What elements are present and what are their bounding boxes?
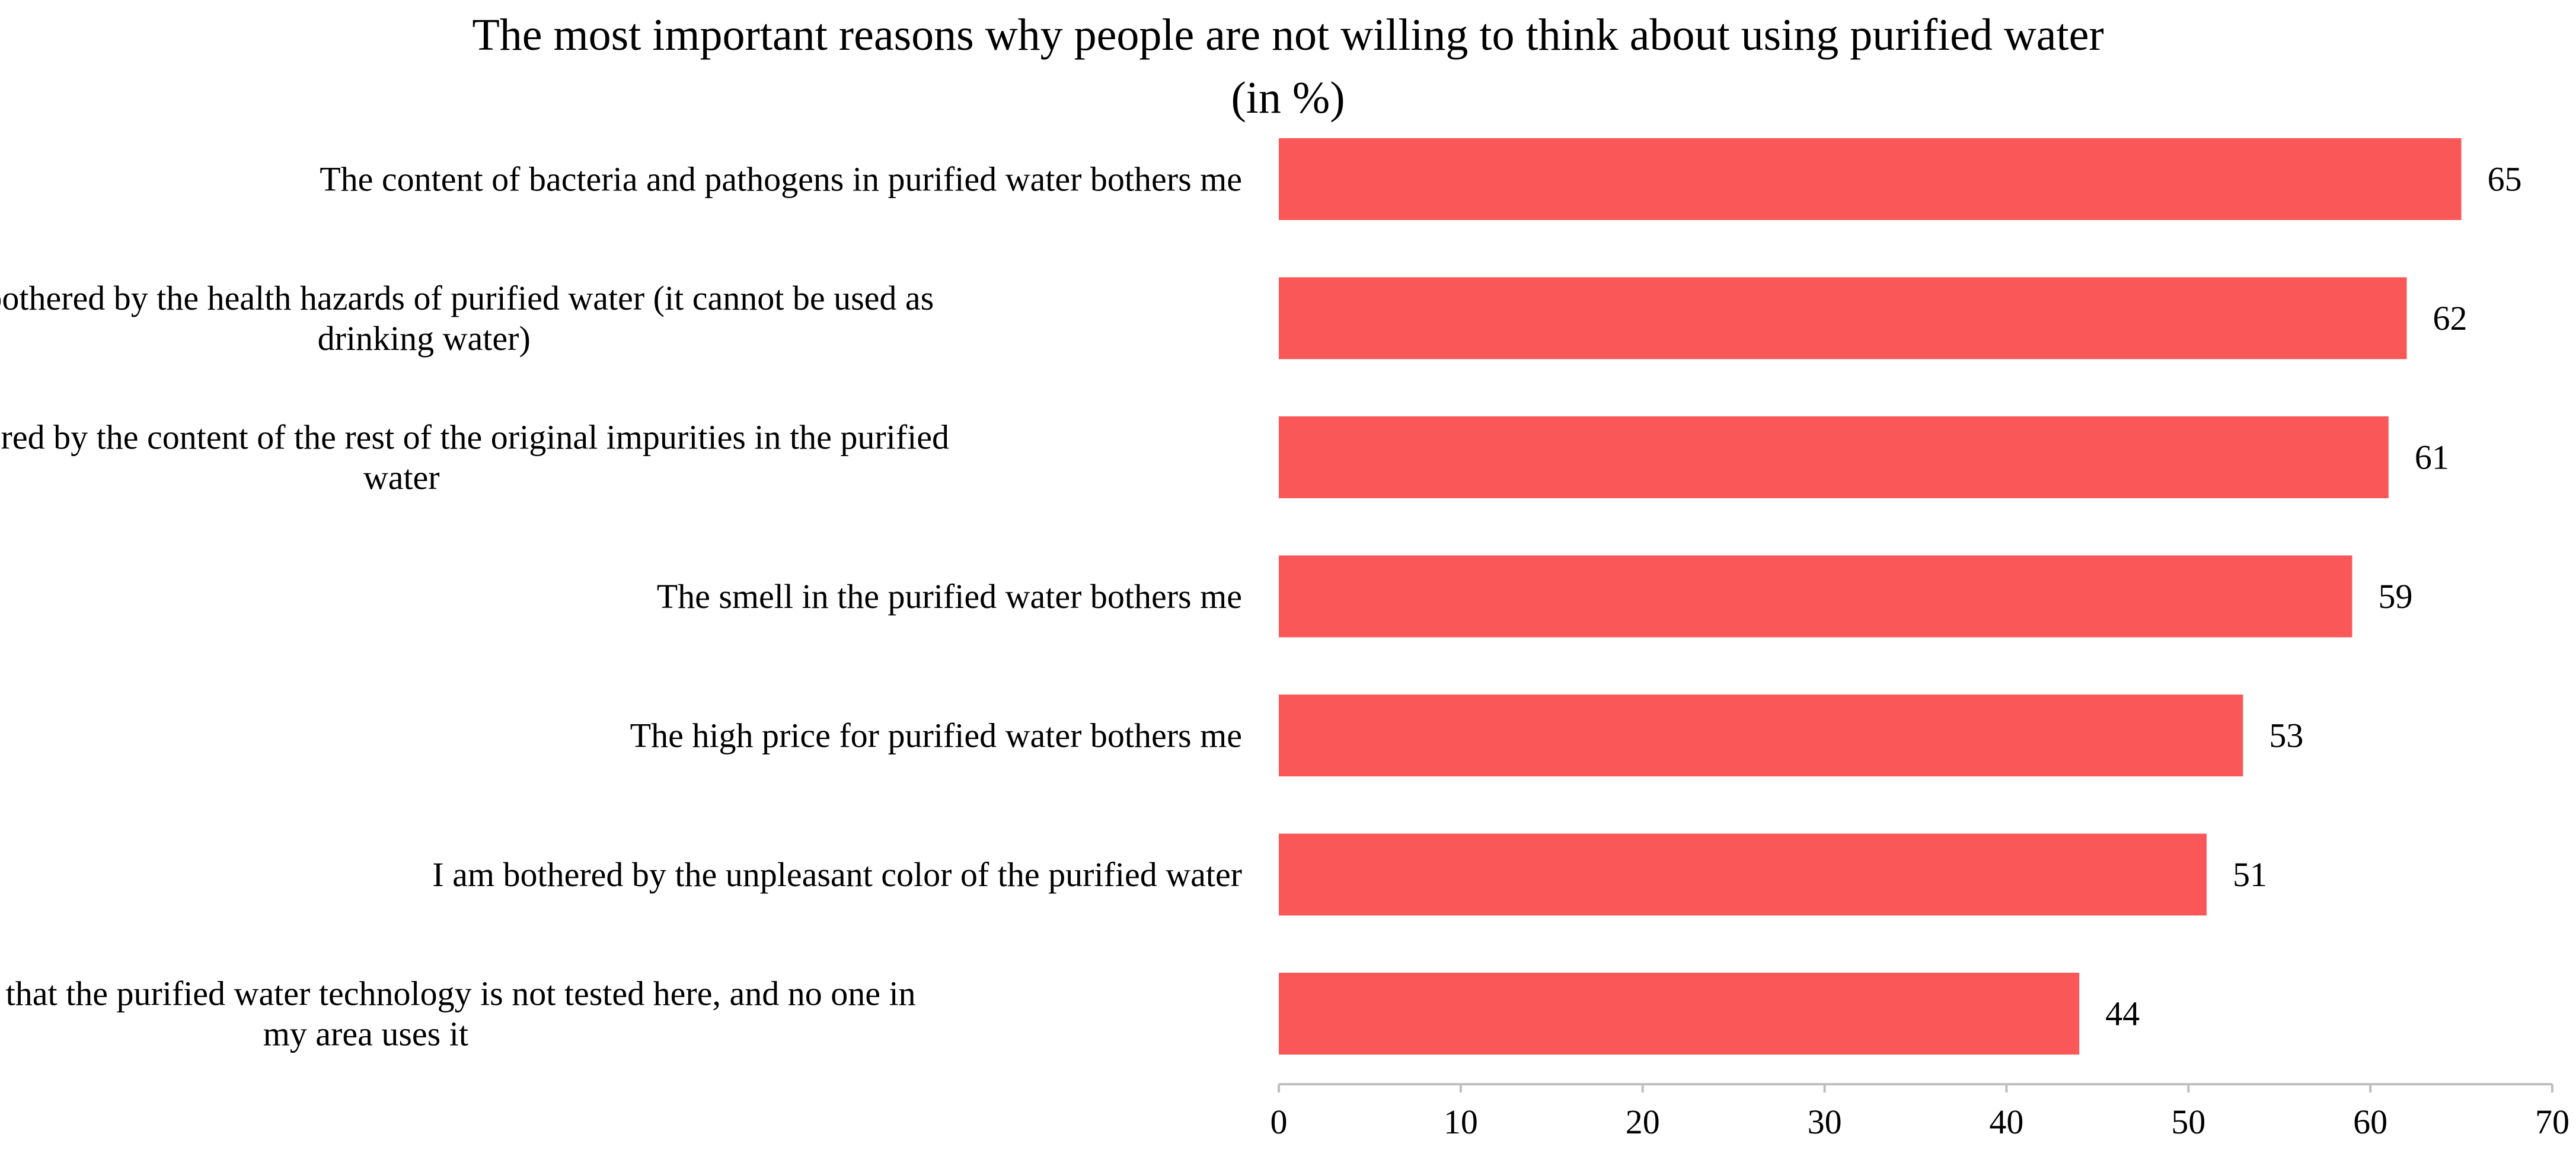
bar-6	[1279, 833, 2207, 916]
category-label-line: I am bothered by the unpleasant color of…	[432, 855, 1242, 894]
x-axis: 0 10 20 30 40 50 60 70	[1271, 1083, 2569, 1141]
category-label-line: The smell in the purified water bothers …	[657, 577, 1242, 616]
bar-3	[1279, 416, 2389, 498]
category-label-4: The smell in the purified water bothers …	[657, 577, 1242, 616]
bar-5	[1279, 695, 2243, 776]
value-label-7: 44	[2105, 995, 2140, 1033]
category-label-line: The content of bacteria and pathogens in…	[320, 160, 1242, 199]
category-label-3: I am bothered by the content of the rest…	[0, 418, 949, 497]
category-label-5: The high price for purified water bother…	[630, 716, 1242, 755]
category-label-line: water	[363, 458, 440, 497]
category-label-line: I am bothered by the content of the rest…	[0, 418, 949, 457]
x-tick-label-70: 70	[2535, 1103, 2569, 1141]
x-tick-label-30: 30	[1808, 1103, 1842, 1141]
category-label-line: drinking water)	[318, 319, 531, 358]
value-label-6: 51	[2233, 855, 2267, 894]
category-label-6: I am bothered by the unpleasant color of…	[432, 855, 1242, 894]
x-tick-label-60: 60	[2353, 1103, 2387, 1141]
value-label-2: 62	[2433, 299, 2468, 337]
bar-4	[1279, 555, 2352, 638]
chart-title-line-2: (in %)	[1231, 73, 1345, 123]
value-label-4: 59	[2378, 577, 2412, 616]
x-tick-label-20: 20	[1626, 1103, 1660, 1141]
x-tick-label-10: 10	[1444, 1103, 1478, 1141]
x-tick-label-40: 40	[1989, 1103, 2023, 1141]
chart-title: The most important reasons why people ar…	[0, 4, 2576, 129]
bars-layer	[1279, 138, 2462, 1055]
bar-2	[1279, 277, 2407, 359]
bar-1	[1279, 138, 2462, 220]
category-label-line: I am bothered by the health hazards of p…	[0, 279, 934, 317]
category-label-7: It bothers me that the purified water te…	[0, 974, 916, 1053]
x-tick-label-50: 50	[2171, 1103, 2205, 1141]
x-tick-label-0: 0	[1271, 1103, 1288, 1141]
category-labels: The content of bacteria and pathogens in…	[0, 160, 1242, 1053]
value-label-1: 65	[2488, 160, 2522, 199]
category-label-line: The high price for purified water bother…	[630, 716, 1242, 755]
category-label-1: The content of bacteria and pathogens in…	[320, 160, 1242, 199]
chart-title-line-1: The most important reasons why people ar…	[472, 10, 2104, 60]
value-label-3: 61	[2415, 438, 2449, 477]
value-labels: 65 62 61 59 53 51 44	[2105, 160, 2521, 1033]
category-label-line: It bothers me that the purified water te…	[0, 974, 916, 1013]
category-label-2: I am bothered by the health hazards of p…	[0, 279, 934, 358]
bar-7	[1279, 973, 2080, 1055]
value-label-5: 53	[2269, 716, 2303, 755]
category-label-line: my area uses it	[263, 1015, 468, 1053]
